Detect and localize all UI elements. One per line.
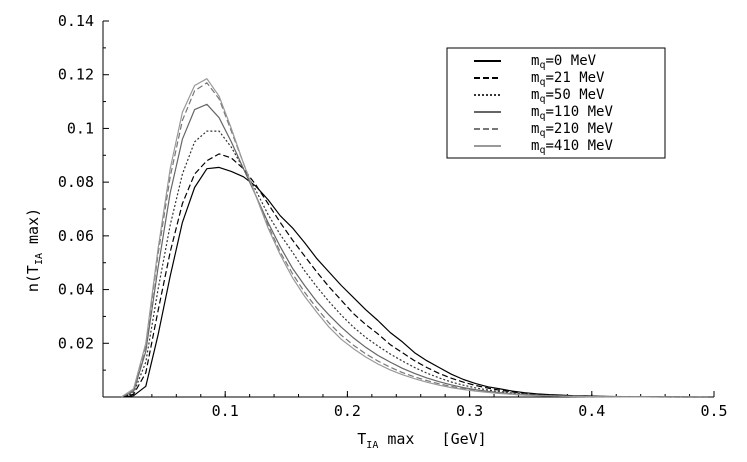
series-line-5	[120, 78, 708, 398]
x-tick-label: 0.1	[212, 402, 239, 420]
y-tick-label: 0.08	[58, 173, 94, 191]
series-lines	[120, 78, 708, 398]
series-line-1	[121, 153, 708, 398]
legend-label-4: mq=210 MeV	[531, 121, 613, 139]
x-axis-ticks: 0.1 0.2 0.3 0.4 0.5	[126, 391, 728, 420]
y-tick-label: 0.06	[58, 227, 94, 245]
legend-label-1: mq=21 MeV	[531, 70, 605, 88]
y-tick-label: 0.04	[58, 281, 94, 299]
y-tick-label: 0.02	[58, 334, 94, 352]
y-axis-label: n(TIA max)	[24, 208, 45, 292]
y-axis-ticks: 0.02 0.04 0.06 0.08 0.1 0.12 0.14	[58, 12, 109, 371]
y-tick-label: 0.14	[58, 12, 94, 30]
x-tick-label: 0.2	[334, 402, 361, 420]
series-line-2	[121, 130, 708, 398]
legend-label-5: mq=410 MeV	[531, 138, 613, 156]
y-tick-label: 0.12	[58, 66, 94, 84]
series-line-0	[121, 166, 708, 398]
x-axis-label: TIA max [GeV]	[357, 430, 486, 451]
x-tick-label: 0.3	[456, 402, 483, 420]
series-line-4	[121, 82, 708, 398]
legend-label-0: mq=0 MeV	[531, 53, 597, 71]
y-tick-label: 0.1	[67, 119, 94, 137]
legend-label-3: mq=110 MeV	[531, 104, 613, 122]
legend-box	[446, 47, 666, 159]
x-tick-label: 0.4	[578, 402, 605, 420]
x-tick-label: 0.5	[700, 402, 727, 420]
legend-label-2: mq=50 MeV	[531, 87, 605, 105]
